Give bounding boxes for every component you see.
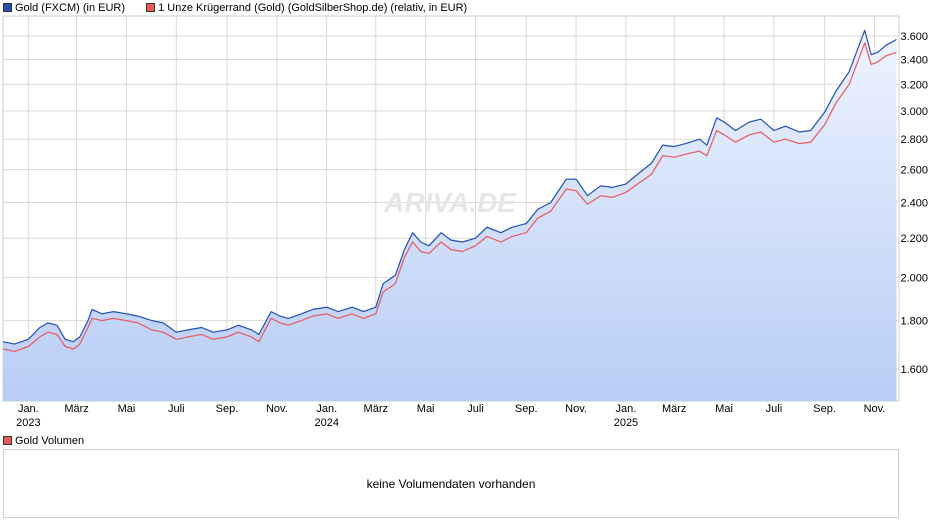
x-tick-label: Jan. [616, 403, 637, 415]
x-tick-label: Jan. [316, 403, 337, 415]
x-tick-label: Sep. [813, 403, 836, 415]
price-chart: ARIVA.DE 1.600 1.800 2.000 2.200 2.400 2.600 2… [2, 15, 928, 429]
y-tick-label: 1.600 [900, 364, 928, 376]
x-tick-label: Sep. [216, 403, 239, 415]
x-axis: Jan. 2023 März Mai Juli Sep. Nov. Jan. 2024 März M… [16, 403, 885, 429]
legend-item-gold: Gold (FXCM) (in EUR) [3, 2, 125, 14]
x-tick-label: Mai [118, 403, 136, 415]
volume-message: keine Volumendaten vorhanden [366, 477, 536, 491]
volume-legend-label: Gold Volumen [15, 435, 85, 447]
y-tick-label: 1.800 [900, 316, 928, 328]
volume-legend: Gold Volumen [3, 435, 84, 447]
x-tick-label: Juli [766, 403, 783, 415]
x-tick-label: Sep. [515, 403, 538, 415]
series-line-kruegerrand [2, 42, 897, 352]
y-axis: 1.600 1.800 2.000 2.200 2.400 2.600 2.800 3.000… [900, 31, 928, 376]
legend-item-kruegerrand: 1 Unze Krügerrand (Gold) (GoldSilberShop… [146, 2, 467, 14]
x-tick-label: März [662, 403, 686, 415]
legend-label-kruegerrand: 1 Unze Krügerrand (Gold) (GoldSilberShop… [158, 2, 468, 14]
legend-swatch-gold [3, 3, 12, 12]
x-tick-year: 2024 [314, 417, 338, 429]
x-tick-label: Juli [168, 403, 185, 415]
y-tick-label: 3.400 [900, 55, 928, 67]
x-tick-label: Mai [417, 403, 435, 415]
y-tick-label: 3.600 [900, 31, 928, 43]
y-tick-label: 2.200 [900, 233, 928, 245]
watermark: ARIVA.DE [383, 187, 517, 218]
y-tick-label: 2.800 [900, 134, 928, 146]
legend: Gold (FXCM) (in EUR) 1 Unze Krügerrand (… [3, 2, 485, 14]
x-tick-year: 2023 [16, 417, 40, 429]
legend-label-gold: Gold (FXCM) (in EUR) [15, 2, 126, 14]
volume-panel: keine Volumendaten vorhanden [3, 449, 899, 518]
series-line-gold [2, 29, 897, 345]
x-tick-label: Nov. [565, 403, 587, 415]
y-tick-label: 2.400 [900, 198, 928, 210]
x-tick-label: März [364, 403, 388, 415]
x-tick-label: März [64, 403, 88, 415]
x-tick-label: Nov. [266, 403, 288, 415]
volume-legend-swatch [3, 436, 12, 445]
x-tick-label: Juli [467, 403, 484, 415]
x-tick-year: 2025 [614, 417, 638, 429]
y-tick-label: 2.000 [900, 272, 928, 284]
legend-swatch-kruegerrand [146, 3, 156, 12]
x-tick-label: Jan. [18, 403, 39, 415]
x-tick-label: Mai [715, 403, 733, 415]
y-tick-label: 3.000 [900, 106, 928, 118]
y-tick-label: 3.200 [900, 79, 928, 91]
x-tick-label: Nov. [864, 403, 886, 415]
y-tick-label: 2.600 [900, 165, 928, 177]
series-area-gold [3, 30, 897, 402]
